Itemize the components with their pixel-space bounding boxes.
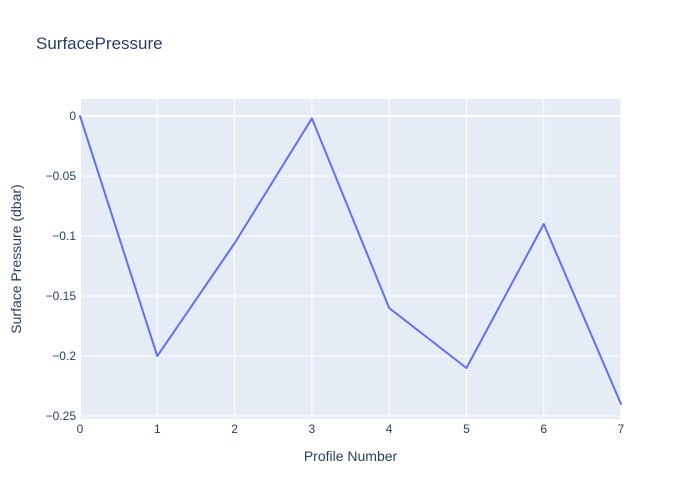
- y-tick-label: 0: [69, 109, 76, 124]
- y-tick-label: −0.05: [45, 169, 76, 184]
- x-axis-title: Profile Number: [303, 448, 398, 464]
- y-tick-label: −0.2: [52, 349, 76, 363]
- x-tick-label: 4: [385, 422, 393, 436]
- y-axis-title: Surface Pressure (dbar): [8, 184, 24, 334]
- x-tick-label: 0: [76, 422, 84, 436]
- y-tick-label: −0.25: [45, 409, 76, 423]
- y-tick-label: −0.15: [45, 289, 76, 303]
- x-tick-label: 1: [153, 422, 161, 436]
- y-tick-label: −0.1: [52, 229, 76, 244]
- chart-title: SurfacePressure: [36, 34, 163, 53]
- x-tick-label: 3: [308, 422, 316, 436]
- x-tick-label: 6: [540, 422, 548, 436]
- x-tick-label: 5: [463, 422, 470, 436]
- x-tick-label: 2: [231, 422, 238, 436]
- x-tick-label: 7: [617, 422, 625, 436]
- plot-background[interactable]: [80, 99, 621, 419]
- series-line[interactable]: [79, 115, 622, 406]
